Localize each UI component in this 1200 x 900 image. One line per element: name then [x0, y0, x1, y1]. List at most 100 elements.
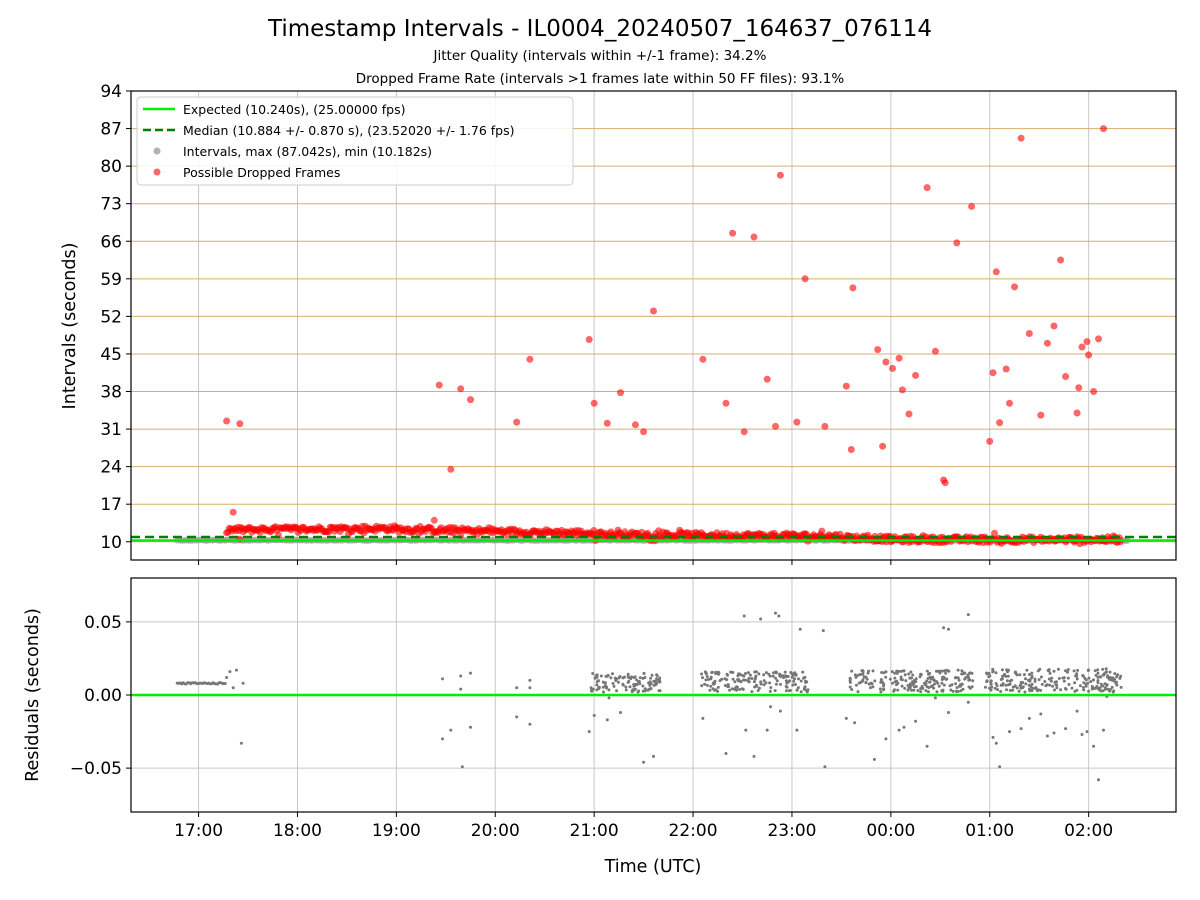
- dropped-frame-point: [847, 446, 855, 453]
- dropped-frame-point: [1085, 351, 1093, 359]
- residual-point: [1027, 716, 1031, 720]
- residual-point: [803, 685, 807, 689]
- residual-point: [621, 676, 625, 680]
- residual-point: [806, 688, 810, 692]
- residual-point: [956, 668, 960, 672]
- residual-point: [728, 688, 732, 692]
- residual-point: [757, 672, 761, 676]
- residual-point: [928, 680, 932, 684]
- bottom-ytick-label: 0.00: [84, 686, 122, 706]
- residual-point: [991, 735, 995, 739]
- residual-point: [1045, 734, 1049, 738]
- residual-point: [635, 678, 638, 682]
- dropped-frame-point: [1006, 399, 1013, 407]
- residual-point: [603, 681, 607, 685]
- dropped-frame-point: [1057, 256, 1065, 264]
- dropped-frame-point: [996, 419, 1004, 427]
- residual-point: [1030, 682, 1034, 686]
- residual-point: [1030, 674, 1034, 678]
- residual-point: [779, 675, 783, 678]
- dropped-frame-point: [821, 422, 829, 430]
- residual-point: [762, 683, 766, 687]
- residual-point: [1081, 686, 1085, 689]
- bottom-frame: [130, 577, 1177, 813]
- dropped-frame-point: [776, 171, 784, 179]
- xtick-label: 00:00: [866, 821, 915, 841]
- residual-point: [772, 671, 775, 675]
- residual-point: [601, 685, 605, 689]
- dropped-frame-point: [1025, 330, 1033, 337]
- legend-intervals-swatch: [153, 147, 161, 155]
- residual-point: [918, 675, 922, 679]
- top-ytick-label: 94: [100, 82, 122, 102]
- residual-point: [795, 728, 799, 732]
- residual-point: [1066, 676, 1070, 680]
- residual-point: [655, 673, 659, 677]
- residual-point: [1040, 682, 1044, 686]
- residual-point: [848, 685, 852, 689]
- residual-point: [1070, 686, 1074, 690]
- residual-point: [848, 679, 852, 683]
- residual-point: [1015, 686, 1019, 690]
- residual-point: [650, 673, 654, 677]
- residual-point: [966, 673, 970, 677]
- residual-point: [1036, 669, 1040, 673]
- residual-point: [1082, 681, 1086, 685]
- residual-point: [850, 688, 854, 691]
- residual-point: [739, 680, 743, 684]
- residual-point: [730, 687, 734, 691]
- residual-point: [799, 690, 803, 694]
- residual-point: [932, 686, 936, 690]
- residual-point: [802, 676, 806, 680]
- residual-point: [987, 675, 991, 679]
- residual-point: [1033, 677, 1037, 681]
- residual-point: [228, 670, 232, 674]
- residual-point: [619, 711, 622, 714]
- residual-point: [633, 675, 637, 679]
- residual-point: [1019, 680, 1023, 684]
- residual-point: [856, 690, 860, 694]
- residual-point: [1019, 686, 1023, 690]
- residual-point: [919, 672, 923, 676]
- residual-point: [1023, 690, 1027, 694]
- residual-point: [899, 677, 903, 681]
- residual-point: [1115, 680, 1118, 684]
- residual-point: [1102, 728, 1105, 732]
- top-ytick-label: 31: [100, 420, 122, 440]
- residual-point: [913, 685, 916, 689]
- residual-point: [940, 681, 944, 685]
- residual-point: [730, 670, 734, 674]
- bottom-marks: [131, 611, 1176, 782]
- residual-point: [914, 719, 918, 723]
- residual-point: [646, 688, 650, 692]
- residual-point: [528, 678, 532, 682]
- residual-point: [724, 752, 728, 755]
- residual-point: [735, 685, 739, 689]
- residual-point: [1067, 683, 1071, 686]
- residual-point: [1013, 684, 1017, 688]
- residual-point: [774, 671, 778, 675]
- residual-point: [1085, 730, 1089, 734]
- residual-point: [1109, 676, 1113, 680]
- residual-point: [1094, 673, 1098, 677]
- residual-point: [632, 684, 636, 688]
- residual-point: [871, 685, 875, 689]
- residual-point: [775, 679, 779, 683]
- residual-point: [971, 679, 975, 683]
- residual-point: [927, 686, 931, 690]
- residual-point: [469, 725, 472, 729]
- residual-point: [861, 678, 865, 682]
- residual-point: [1096, 675, 1100, 679]
- top-marks: [131, 125, 1176, 548]
- residual-point: [712, 682, 715, 686]
- residual-point: [878, 687, 882, 691]
- residual-point: [1119, 674, 1123, 678]
- residual-point: [768, 689, 772, 693]
- residual-point: [764, 671, 768, 675]
- residual-point: [866, 671, 870, 675]
- residual-point: [910, 688, 913, 692]
- residual-point: [925, 679, 929, 683]
- residual-point: [1019, 727, 1023, 731]
- residual-point: [713, 679, 717, 683]
- residuals-panel: 17:00 18:00 19:00 20:00 21:00 22:00 23:00 00:00…: [70, 577, 1177, 841]
